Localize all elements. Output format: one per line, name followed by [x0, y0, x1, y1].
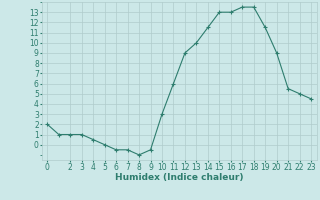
X-axis label: Humidex (Indice chaleur): Humidex (Indice chaleur): [115, 173, 244, 182]
